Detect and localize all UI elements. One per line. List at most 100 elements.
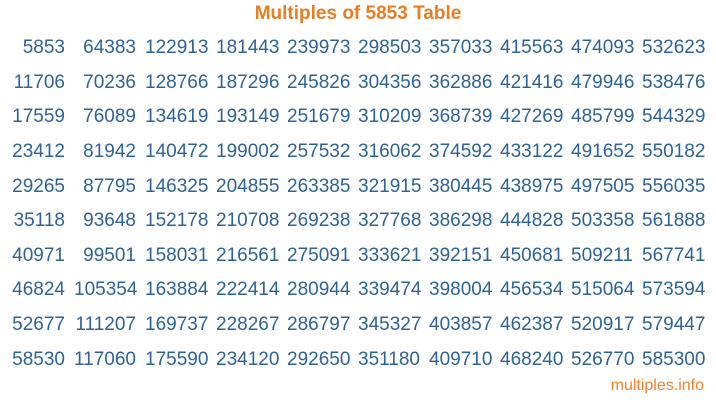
multiple-value: 380445 bbox=[429, 175, 493, 197]
multiple-value: 339474 bbox=[358, 279, 422, 301]
multiple-value: 193149 bbox=[216, 106, 280, 128]
multiple-value: 17559 bbox=[12, 106, 65, 128]
multiple-value: 5853 bbox=[22, 37, 65, 59]
multiple-value: 239973 bbox=[287, 37, 351, 59]
multiple-value: 234120 bbox=[216, 348, 280, 370]
multiple-value: 409710 bbox=[429, 348, 493, 370]
multiple-value: 134619 bbox=[145, 106, 209, 128]
multiple-value: 497505 bbox=[571, 175, 635, 197]
multiple-value: 491652 bbox=[571, 141, 635, 163]
multiple-value: 199002 bbox=[216, 141, 280, 163]
table-row: 11706 70236 128766 187296 245826 304356 362886… bbox=[3, 66, 713, 101]
multiple-value: 462387 bbox=[500, 314, 564, 336]
multiple-value: 567741 bbox=[642, 244, 706, 266]
multiple-value: 99501 bbox=[83, 244, 136, 266]
multiple-value: 257532 bbox=[287, 141, 351, 163]
multiple-value: 158031 bbox=[145, 244, 209, 266]
multiple-value: 415563 bbox=[500, 37, 564, 59]
multiple-value: 292650 bbox=[287, 348, 351, 370]
multiples-table-body: 5853 64383 122913 181443 239973 298503 357033 4… bbox=[3, 31, 713, 377]
multiple-value: 479946 bbox=[571, 71, 635, 93]
table-row: 58530 117060 175590 234120 292650 351180 40971… bbox=[3, 342, 713, 377]
table-row: 46824 105354 163884 222414 280944 339474 39800… bbox=[3, 273, 713, 308]
multiple-value: 321915 bbox=[358, 175, 422, 197]
multiple-value: 152178 bbox=[145, 210, 209, 232]
multiple-value: 304356 bbox=[358, 71, 422, 93]
multiple-value: 579447 bbox=[642, 314, 706, 336]
multiple-value: 269238 bbox=[287, 210, 351, 232]
multiple-value: 140472 bbox=[145, 141, 209, 163]
multiple-value: 163884 bbox=[145, 279, 209, 301]
multiple-value: 550182 bbox=[642, 141, 706, 163]
footer: multiples.info bbox=[611, 377, 704, 395]
multiple-value: 573594 bbox=[642, 279, 706, 301]
multiple-value: 228267 bbox=[216, 314, 280, 336]
table-row: 52677 111207 169737 228267 286797 345327 40385… bbox=[3, 308, 713, 343]
multiple-value: 35118 bbox=[13, 210, 65, 232]
multiple-value: 515064 bbox=[571, 279, 635, 301]
multiple-value: 362886 bbox=[429, 71, 493, 93]
multiple-value: 556035 bbox=[642, 175, 706, 197]
multiple-value: 263385 bbox=[287, 175, 351, 197]
multiple-value: 474093 bbox=[571, 37, 635, 59]
multiple-value: 275091 bbox=[287, 244, 351, 266]
multiple-value: 532623 bbox=[642, 37, 706, 59]
multiple-value: 520917 bbox=[571, 314, 635, 336]
multiple-value: 316062 bbox=[358, 141, 422, 163]
multiple-value: 93648 bbox=[83, 210, 136, 232]
multiple-value: 81942 bbox=[83, 141, 136, 163]
multiple-value: 509211 bbox=[571, 244, 633, 266]
multiple-value: 503358 bbox=[571, 210, 635, 232]
multiple-value: 485799 bbox=[571, 106, 635, 128]
footer-site-link[interactable]: multiples.info bbox=[610, 377, 704, 394]
multiple-value: 122913 bbox=[145, 37, 209, 59]
multiple-value: 280944 bbox=[287, 279, 351, 301]
multiple-value: 216561 bbox=[216, 244, 280, 266]
multiple-value: 421416 bbox=[500, 71, 564, 93]
multiple-value: 345327 bbox=[358, 314, 422, 336]
multiple-value: 58530 bbox=[12, 348, 65, 370]
multiple-value: 585300 bbox=[642, 348, 706, 370]
multiple-value: 222414 bbox=[216, 279, 280, 301]
multiple-value: 210708 bbox=[216, 210, 280, 232]
multiple-value: 117060 bbox=[74, 348, 136, 370]
multiple-value: 327768 bbox=[358, 210, 422, 232]
table-row: 29265 87795 146325 204855 263385 321915 380445… bbox=[3, 169, 713, 204]
multiple-value: 310209 bbox=[358, 106, 422, 128]
multiple-value: 456534 bbox=[500, 279, 564, 301]
multiple-value: 427269 bbox=[500, 106, 564, 128]
multiple-value: 46824 bbox=[12, 279, 65, 301]
multiple-value: 398004 bbox=[429, 279, 493, 301]
multiple-value: 468240 bbox=[500, 348, 564, 370]
multiple-value: 526770 bbox=[571, 348, 635, 370]
multiple-value: 175590 bbox=[145, 348, 209, 370]
multiple-value: 87795 bbox=[83, 175, 136, 197]
multiple-value: 128766 bbox=[145, 71, 209, 93]
multiple-value: 11706 bbox=[13, 71, 65, 93]
multiple-value: 111207 bbox=[75, 314, 136, 336]
multiple-value: 169737 bbox=[145, 314, 209, 336]
multiple-value: 403857 bbox=[429, 314, 493, 336]
multiple-value: 105354 bbox=[74, 279, 138, 301]
multiple-value: 333621 bbox=[358, 244, 422, 266]
multiple-value: 76089 bbox=[83, 106, 136, 128]
multiple-value: 433122 bbox=[500, 141, 564, 163]
multiple-value: 368739 bbox=[429, 106, 493, 128]
multiple-value: 181443 bbox=[216, 37, 280, 59]
multiple-value: 298503 bbox=[358, 37, 422, 59]
multiple-value: 450681 bbox=[500, 244, 564, 266]
multiple-value: 351180 bbox=[358, 348, 420, 370]
multiple-value: 544329 bbox=[642, 106, 706, 128]
multiple-value: 146325 bbox=[145, 175, 209, 197]
multiple-value: 444828 bbox=[500, 210, 564, 232]
table-row: 23412 81942 140472 199002 257532 316062 374592… bbox=[3, 135, 713, 170]
multiple-value: 204855 bbox=[216, 175, 280, 197]
multiple-value: 64383 bbox=[83, 37, 136, 59]
table-row: 17559 76089 134619 193149 251679 310209 368739… bbox=[3, 100, 713, 135]
multiple-value: 286797 bbox=[287, 314, 351, 336]
multiple-value: 251679 bbox=[287, 106, 351, 128]
multiple-value: 29265 bbox=[12, 175, 65, 197]
multiple-value: 70236 bbox=[83, 71, 136, 93]
multiple-value: 538476 bbox=[642, 71, 706, 93]
